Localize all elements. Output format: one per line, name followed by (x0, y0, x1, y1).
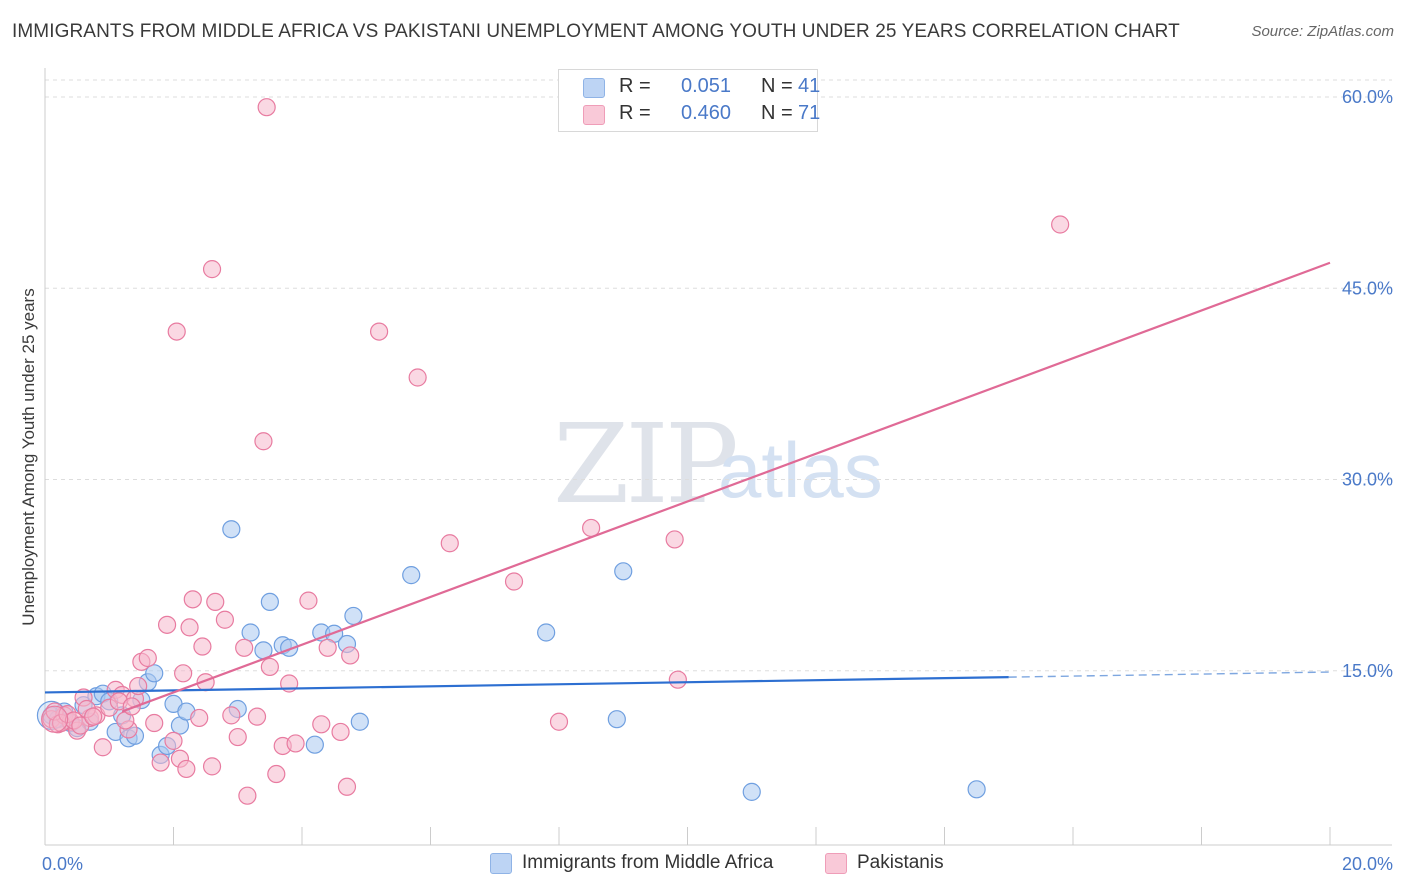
trend-line-middle-africa-extension (1008, 671, 1331, 678)
data-point-pakistanis (71, 716, 90, 735)
data-point-pakistanis (183, 590, 202, 609)
data-point-middle-africa (537, 623, 556, 642)
correlation-legend: R = 0.051 N = 41 R = 0.460 N = 71 (558, 69, 821, 132)
chart-title: IMMIGRANTS FROM MIDDLE AFRICA VS PAKISTA… (12, 21, 1180, 42)
data-point-pakistanis (504, 572, 524, 591)
data-point-middle-africa (305, 735, 324, 754)
data-point-pakistanis (238, 786, 257, 805)
data-point-pakistanis (267, 764, 286, 784)
legend-r-value: 0.051 (681, 75, 732, 97)
data-point-middle-africa (260, 592, 279, 612)
data-point-pakistanis (167, 322, 186, 341)
data-point-pakistanis (138, 648, 157, 668)
data-point-middle-africa (607, 710, 626, 729)
data-point-pakistanis (331, 722, 350, 742)
data-point-pakistanis (174, 664, 193, 683)
data-point-pakistanis (193, 637, 212, 656)
data-point-middle-africa (402, 566, 421, 585)
data-point-middle-africa (145, 664, 164, 683)
data-point-middle-africa (344, 606, 363, 626)
data-point-pakistanis (202, 260, 222, 279)
data-point-pakistanis (408, 368, 427, 387)
data-point-pakistanis (180, 618, 199, 637)
data-point-pakistanis (84, 707, 103, 726)
legend-n-value: 71 (798, 102, 821, 124)
data-point-pakistanis (145, 713, 164, 733)
data-point-middle-africa (967, 780, 986, 799)
watermark-atlas: atlas (718, 426, 883, 514)
tick-labels: 15.0% 30.0% 45.0% 60.0% 0.0% 20.0% (42, 87, 1393, 874)
y-tick-label: 60.0% (1342, 87, 1393, 107)
data-point-pakistanis (318, 638, 337, 657)
data-point-pakistanis (247, 707, 267, 726)
x-tick-label: 20.0% (1342, 854, 1393, 874)
source-label: Source: ZipAtlas.com (1251, 23, 1394, 40)
grid-lines (45, 79, 1392, 672)
legend-r-value: 0.460 (681, 102, 732, 124)
data-point-pakistanis (215, 610, 234, 629)
data-point-pakistanis (299, 591, 318, 610)
data-point-pakistanis (228, 727, 247, 747)
legend-swatch-middle-africa (583, 78, 605, 98)
data-point-pakistanis (312, 715, 331, 734)
legend-label-middle-africa: Immigrants from Middle Africa (522, 852, 774, 873)
data-point-pakistanis (177, 759, 196, 779)
data-point-middle-africa (742, 782, 761, 801)
data-point-pakistanis (254, 432, 273, 451)
data-point-pakistanis (190, 708, 209, 728)
y-tick-label: 30.0% (1342, 470, 1393, 490)
legend-n-label: N = (761, 102, 793, 124)
trend-line-pakistanis (121, 261, 1331, 713)
legend-swatch-middle-africa (490, 853, 512, 874)
data-point-pakistanis (157, 615, 177, 634)
data-point-pakistanis (93, 738, 112, 757)
data-point-pakistanis (668, 670, 687, 689)
data-point-middle-africa (222, 520, 241, 539)
data-point-pakistanis (260, 657, 279, 677)
legend-swatch-pakistanis (583, 105, 605, 125)
data-point-pakistanis (257, 98, 276, 117)
axes (44, 68, 1392, 846)
legend-n-label: N = (761, 75, 793, 97)
x-tick-label: 0.0% (42, 854, 83, 874)
data-point-pakistanis (665, 530, 684, 549)
legend-n-value: 41 (798, 75, 821, 97)
data-point-pakistanis (202, 757, 222, 776)
data-point-pakistanis (337, 777, 357, 796)
trend-lines (44, 261, 1331, 713)
data-point-pakistanis (41, 705, 69, 733)
data-point-pakistanis (235, 638, 254, 657)
data-point-middle-africa (350, 712, 369, 731)
watermark-zip: ZIP (553, 400, 739, 528)
legend-swatch-pakistanis (825, 853, 847, 874)
data-point-pakistanis (1051, 215, 1070, 234)
data-point-pakistanis (341, 646, 360, 665)
data-point-pakistanis (370, 322, 389, 341)
data-point-pakistanis (151, 753, 170, 772)
data-point-pakistanis (440, 534, 459, 553)
trend-line-middle-africa (44, 676, 1009, 694)
y-tick-label: 15.0% (1342, 661, 1393, 681)
y-axis-label: Unemployment Among Youth under 25 years (19, 288, 38, 625)
series-pakistanis (41, 98, 1070, 805)
legend-r-label: R = (619, 102, 651, 124)
legend-label-pakistanis: Pakistanis (857, 852, 944, 873)
y-tick-label: 45.0% (1342, 278, 1393, 298)
data-point-pakistanis (286, 734, 305, 753)
data-point-pakistanis (549, 712, 569, 731)
data-point-middle-africa (614, 562, 633, 581)
legend-r-label: R = (619, 75, 651, 97)
data-point-middle-africa (241, 623, 260, 642)
data-point-pakistanis (206, 592, 225, 612)
data-point-pakistanis (164, 731, 183, 750)
data-point-pakistanis (222, 706, 241, 725)
